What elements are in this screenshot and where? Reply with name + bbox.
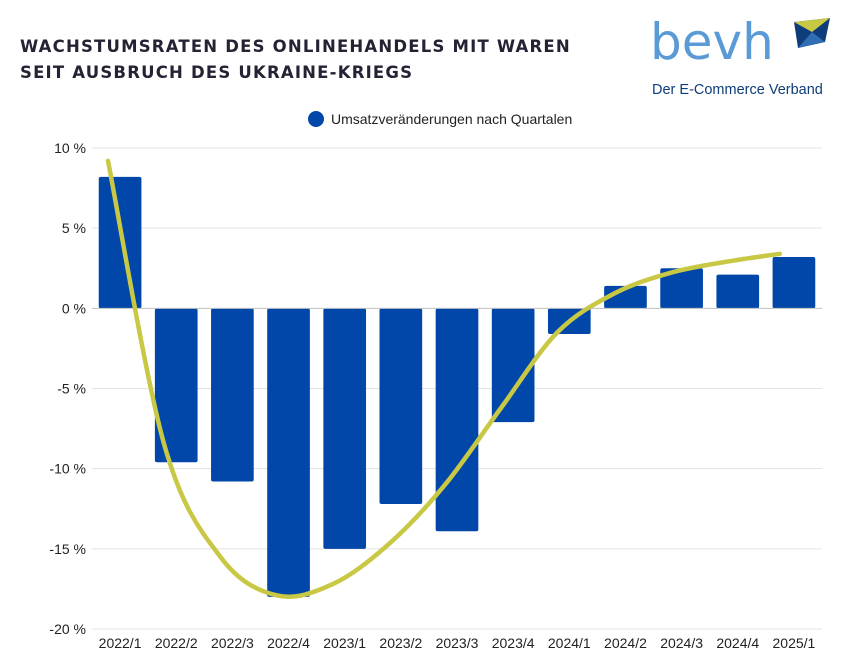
bar <box>772 257 816 309</box>
x-tick-label: 2024/3 <box>660 635 703 651</box>
y-tick-label: -5 % <box>57 381 86 397</box>
legend-label: Umsatzveränderungen nach Quartalen <box>331 111 573 127</box>
x-tick-label: 2023/3 <box>436 635 479 651</box>
x-tick-label: 2023/4 <box>492 635 535 651</box>
bar <box>716 274 760 309</box>
bar <box>267 308 310 597</box>
y-tick-label: -20 % <box>49 621 86 637</box>
logo-wordmark: bevh <box>650 13 774 71</box>
x-tick-label: 2023/2 <box>379 635 422 651</box>
chart-title-line-2: SEIT AUSBRUCH DES UKRAINE-KRIEGS <box>20 63 414 82</box>
bar <box>323 308 367 549</box>
bar <box>154 308 198 463</box>
bar <box>379 308 423 504</box>
chart-title: WACHSTUMSRATEN DES ONLINEHANDELS MIT WAR… <box>20 34 571 86</box>
bevh-logo: bevh Der E-Commerce Verband <box>650 13 835 101</box>
bar <box>211 308 254 482</box>
bar <box>435 308 479 532</box>
y-tick-label: 10 % <box>54 140 86 156</box>
bar <box>98 176 142 309</box>
y-tick-label: 5 % <box>62 220 86 236</box>
legend-swatch <box>308 111 324 127</box>
bar <box>660 268 703 309</box>
x-tick-label: 2023/1 <box>323 635 366 651</box>
logo-tagline: Der E-Commerce Verband <box>652 82 823 98</box>
bar <box>491 308 535 423</box>
chart-legend: Umsatzveränderungen nach Quartalen <box>308 111 572 127</box>
x-tick-label: 2022/2 <box>155 635 198 651</box>
x-tick-label: 2024/2 <box>604 635 647 651</box>
trend-line <box>105 158 783 599</box>
x-tick-label: 2024/1 <box>548 635 591 651</box>
x-tick-label: 2024/4 <box>716 635 759 651</box>
y-tick-label: -15 % <box>49 541 86 557</box>
chart-title-line-1: WACHSTUMSRATEN DES ONLINEHANDELS MIT WAR… <box>20 37 571 56</box>
x-tick-label: 2022/4 <box>267 635 310 651</box>
y-tick-label: -10 % <box>49 461 86 477</box>
x-tick-label: 2022/1 <box>99 635 142 651</box>
y-tick-label: 0 % <box>62 300 86 316</box>
x-tick-label: 2022/3 <box>211 635 254 651</box>
x-tick-label: 2025/1 <box>773 635 816 651</box>
logo-envelope-icon <box>794 18 830 48</box>
